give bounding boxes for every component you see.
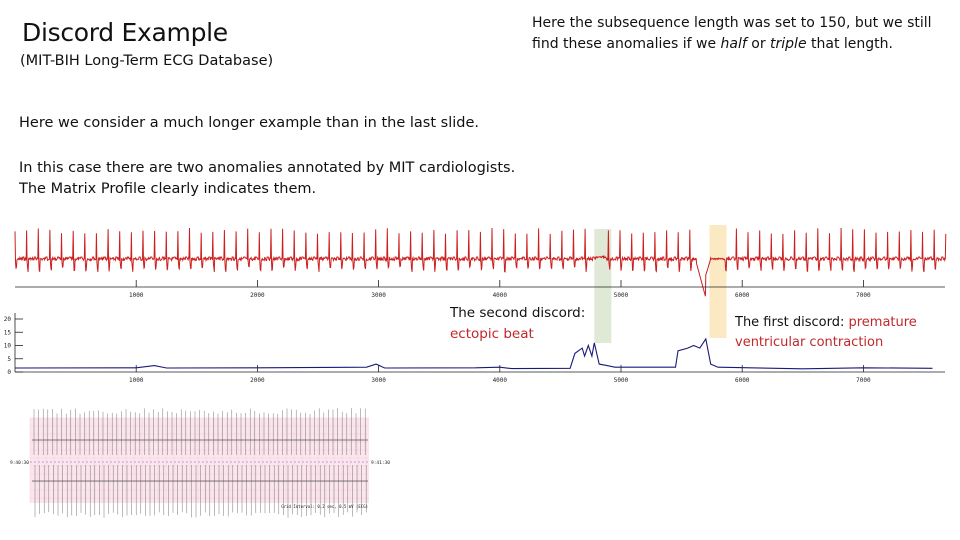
- ecg-x-tick-label: 4000: [493, 292, 508, 299]
- paragraph-1: Here we consider a much longer example t…: [19, 115, 479, 131]
- mp-y-tick-label: 10: [4, 343, 12, 350]
- first-discord-label: The first discord:: [735, 315, 849, 330]
- ecg-signal-line: [14, 227, 947, 297]
- first-discord-type-2: ventricular contraction: [735, 335, 884, 350]
- mp-x-tick-label: 5000: [614, 377, 629, 384]
- mp-y-tick-label: 20: [4, 316, 12, 323]
- note-text: Here the subsequence length was set to 1…: [532, 15, 932, 52]
- paragraph-2-line-2: The Matrix Profile clearly indicates the…: [19, 181, 317, 197]
- note-triple: triple: [770, 36, 807, 52]
- ecg-x-tick-label: 2000: [250, 292, 265, 299]
- mp-x-tick-label: 7000: [856, 377, 871, 384]
- matrix-profile-line: [14, 337, 933, 370]
- mp-x-tick-label: 6000: [735, 377, 750, 384]
- printout-footer: Grid Interval: 0.2 sec, 0.5 mV (ECG): [281, 504, 368, 509]
- mp-x-tick-label: 1000: [129, 377, 144, 384]
- mp-y-tick-label: 0: [7, 369, 11, 376]
- note-half: half: [720, 36, 747, 52]
- slide-subtitle: (MIT-BIH Long-Term ECG Database): [20, 53, 274, 69]
- mp-x-tick-label: 3000: [371, 377, 386, 384]
- ecg-x-tick-label: 5000: [614, 292, 629, 299]
- ecg-x-tick-label: 3000: [371, 292, 386, 299]
- mp-x-tick-label: 2000: [250, 377, 265, 384]
- note-suffix: that length.: [806, 36, 893, 52]
- length-note: Here the subsequence length was set to 1…: [532, 13, 952, 55]
- ecg-x-tick-label: 6000: [735, 292, 750, 299]
- paragraph-2-line-1: In this case there are two anomalies ann…: [19, 160, 516, 176]
- printout-baselines: [32, 439, 368, 482]
- ecg-x-tick-label: 1000: [129, 292, 144, 299]
- second-discord-annotation: The second discord: ectopic beat: [450, 303, 585, 345]
- ecg-x-tick-label: 7000: [856, 292, 871, 299]
- ecg-printout-image: 9:40:30 9:41:30 Grid Interval: 0.2 sec, 0.…: [10, 408, 390, 518]
- mp-x-tick-label: 4000: [493, 377, 508, 384]
- mp-y-tick-label: 5: [7, 356, 11, 363]
- first-discord-type-1: premature: [848, 315, 917, 330]
- paragraph-2: In this case there are two anomalies ann…: [19, 158, 515, 200]
- second-discord-label: The second discord:: [450, 305, 586, 321]
- first-discord-annotation: The first discord: premature ventricular …: [735, 313, 917, 353]
- printout-left-label: 9:40:30: [10, 460, 29, 466]
- mp-y-tick-label: 15: [4, 329, 12, 336]
- note-or: or: [746, 36, 771, 52]
- first-discord-highlight: [709, 225, 727, 338]
- slide-title: Discord Example: [22, 18, 228, 47]
- printout-right-label: 9:41:30: [371, 460, 390, 466]
- second-discord-type: ectopic beat: [450, 326, 534, 342]
